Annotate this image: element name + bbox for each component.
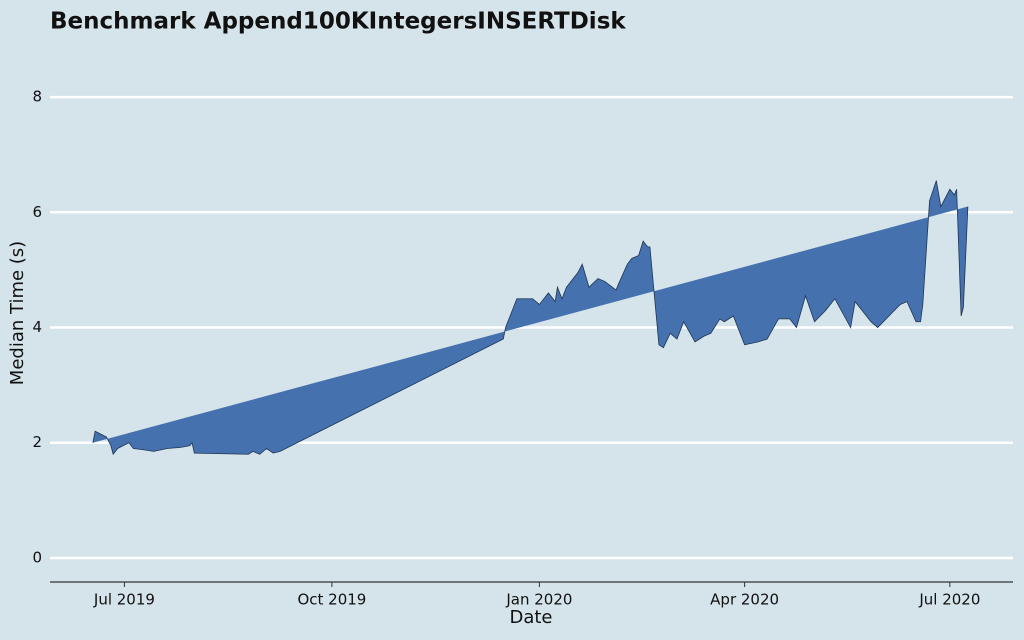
- area: [92, 180, 968, 455]
- y-tick-label: 4: [32, 318, 42, 336]
- x-axis-title: Date: [509, 607, 552, 628]
- y-tick-label: 6: [32, 203, 42, 221]
- x-tick-label: Apr 2020: [710, 591, 779, 609]
- x-tick-label: Jul 2019: [93, 591, 155, 609]
- x-tick-label: Jul 2020: [918, 591, 980, 609]
- y-axis-title: Median Time (s): [7, 241, 28, 385]
- x-tick-label: Jan 2020: [505, 591, 572, 609]
- y-tick-label: 2: [32, 433, 42, 451]
- x-tick-label: Oct 2019: [297, 591, 366, 609]
- y-tick-label: 0: [32, 548, 42, 566]
- y-tick-label: 8: [32, 88, 42, 106]
- chart-title: Benchmark Append100KIntegersINSERTDisk: [50, 9, 626, 35]
- area-line: [92, 180, 969, 456]
